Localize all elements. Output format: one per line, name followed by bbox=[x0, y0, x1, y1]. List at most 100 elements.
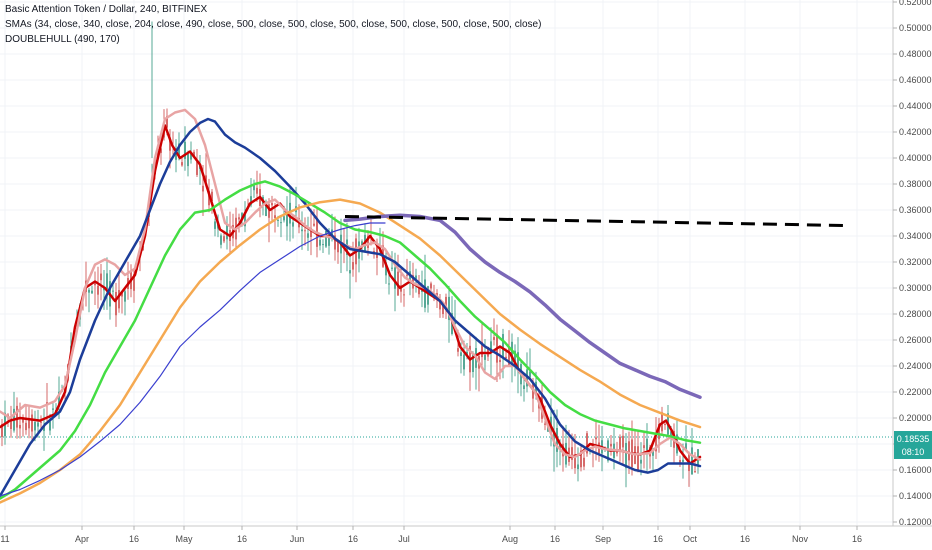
x-tick-label: 16 bbox=[237, 534, 247, 544]
candle-body bbox=[319, 239, 321, 246]
series-sma204 bbox=[0, 117, 702, 498]
candle-body bbox=[490, 341, 492, 354]
candle-body bbox=[517, 352, 519, 372]
candle-body bbox=[583, 457, 585, 467]
y-tick-label: 0.28000 bbox=[899, 309, 932, 319]
price-badge-value: 0.18535 bbox=[897, 434, 930, 444]
candle-body bbox=[265, 204, 267, 217]
candle-body bbox=[679, 459, 681, 464]
candle-body bbox=[415, 275, 417, 279]
y-tick-label: 0.30000 bbox=[899, 283, 932, 293]
candle-body bbox=[238, 217, 240, 220]
candle-body bbox=[43, 426, 45, 431]
candle-body bbox=[577, 464, 579, 470]
candle-body bbox=[403, 294, 405, 296]
candle-body bbox=[574, 455, 576, 469]
candle-body bbox=[616, 450, 618, 454]
candle-body bbox=[544, 423, 546, 425]
candle-body bbox=[31, 414, 33, 432]
candle-body bbox=[286, 210, 288, 227]
candle-body bbox=[571, 447, 573, 460]
x-tick-label: Nov bbox=[792, 534, 809, 544]
y-tick-label: 0.50000 bbox=[899, 23, 932, 33]
x-tick-label: 16 bbox=[653, 534, 663, 544]
candle-body bbox=[244, 214, 246, 227]
x-tick-label: 16 bbox=[550, 534, 560, 544]
candle-body bbox=[58, 391, 60, 407]
candle-body bbox=[40, 421, 42, 423]
x-tick-label: 11 bbox=[0, 534, 9, 544]
chart-title: Basic Attention Token / Dollar, 240, BIT… bbox=[5, 4, 208, 15]
candle-body bbox=[373, 251, 375, 253]
candle-body bbox=[97, 285, 99, 295]
y-tick-label: 0.14000 bbox=[899, 491, 932, 501]
candle-body bbox=[511, 341, 513, 367]
candle-body bbox=[268, 204, 270, 218]
candle-body bbox=[610, 443, 612, 447]
candle-body bbox=[322, 244, 324, 246]
series-sma340 bbox=[0, 108, 702, 461]
price-badge-countdown: 08:10 bbox=[902, 447, 925, 457]
candle-body bbox=[52, 408, 54, 410]
candle-body bbox=[304, 230, 306, 232]
candle-body bbox=[250, 196, 252, 206]
candle-body bbox=[184, 141, 186, 159]
candle-body bbox=[253, 185, 255, 191]
candle-body bbox=[640, 459, 642, 464]
candle-body bbox=[16, 405, 18, 428]
candle-body bbox=[472, 354, 474, 372]
y-tick-label: 0.46000 bbox=[899, 75, 932, 85]
candle-body bbox=[349, 270, 351, 274]
candle-body bbox=[439, 299, 441, 310]
candle-body bbox=[292, 222, 294, 227]
candle-body bbox=[274, 215, 276, 219]
candle-body bbox=[682, 459, 684, 462]
candle-body bbox=[481, 341, 483, 358]
candle-body bbox=[34, 421, 36, 431]
candle-body bbox=[445, 296, 447, 311]
candle-body bbox=[562, 443, 564, 457]
candle-body bbox=[256, 187, 258, 194]
candle-body bbox=[484, 354, 486, 360]
candle-body bbox=[115, 292, 117, 316]
candle-body bbox=[271, 203, 273, 206]
candle-body bbox=[664, 423, 666, 426]
candle-body bbox=[406, 274, 408, 276]
price-badge: 0.18535 08:10 bbox=[894, 431, 932, 459]
x-axis[interactable]: 11 Apr 16 May 16 Jun 16 Jul Aug 16 Sep 16 Oct 16 Nov 16 bbox=[0, 526, 862, 544]
trendline[interactable] bbox=[344, 215, 851, 228]
y-tick-label: 0.52000 bbox=[899, 0, 932, 7]
series-sma490 bbox=[0, 180, 702, 500]
candle-body bbox=[367, 235, 369, 249]
candle-body bbox=[514, 350, 516, 362]
candle-body bbox=[694, 471, 696, 473]
candle-body bbox=[376, 242, 378, 258]
candle-body bbox=[169, 137, 171, 151]
y-tick-label: 0.42000 bbox=[899, 127, 932, 137]
candle-body bbox=[499, 359, 501, 363]
candle-body bbox=[658, 424, 660, 440]
candle-body bbox=[22, 417, 24, 423]
x-tick-label: Sep bbox=[595, 534, 611, 544]
candle-body bbox=[670, 431, 672, 436]
y-tick-label: 0.26000 bbox=[899, 335, 932, 345]
sma-legend: SMAs (34, close, 340, close, 204, close,… bbox=[5, 19, 542, 30]
price-badge-bg bbox=[894, 431, 932, 459]
candle-body bbox=[277, 219, 279, 221]
y-tick-label: 0.24000 bbox=[899, 361, 932, 371]
y-tick-label: 0.38000 bbox=[899, 179, 932, 189]
candle-body bbox=[697, 449, 699, 465]
candle-body bbox=[502, 334, 504, 359]
y-tick-label: 0.12000 bbox=[899, 517, 932, 527]
candle-body bbox=[226, 225, 228, 240]
candle-body bbox=[391, 267, 393, 269]
x-tick-label: May bbox=[175, 534, 193, 544]
candle-body bbox=[118, 290, 120, 309]
candle-body bbox=[421, 290, 423, 292]
x-tick-label: 16 bbox=[740, 534, 750, 544]
candle-body bbox=[112, 290, 114, 292]
candle-body bbox=[385, 262, 387, 276]
candle-body bbox=[1, 424, 3, 437]
candle-body bbox=[325, 230, 327, 247]
